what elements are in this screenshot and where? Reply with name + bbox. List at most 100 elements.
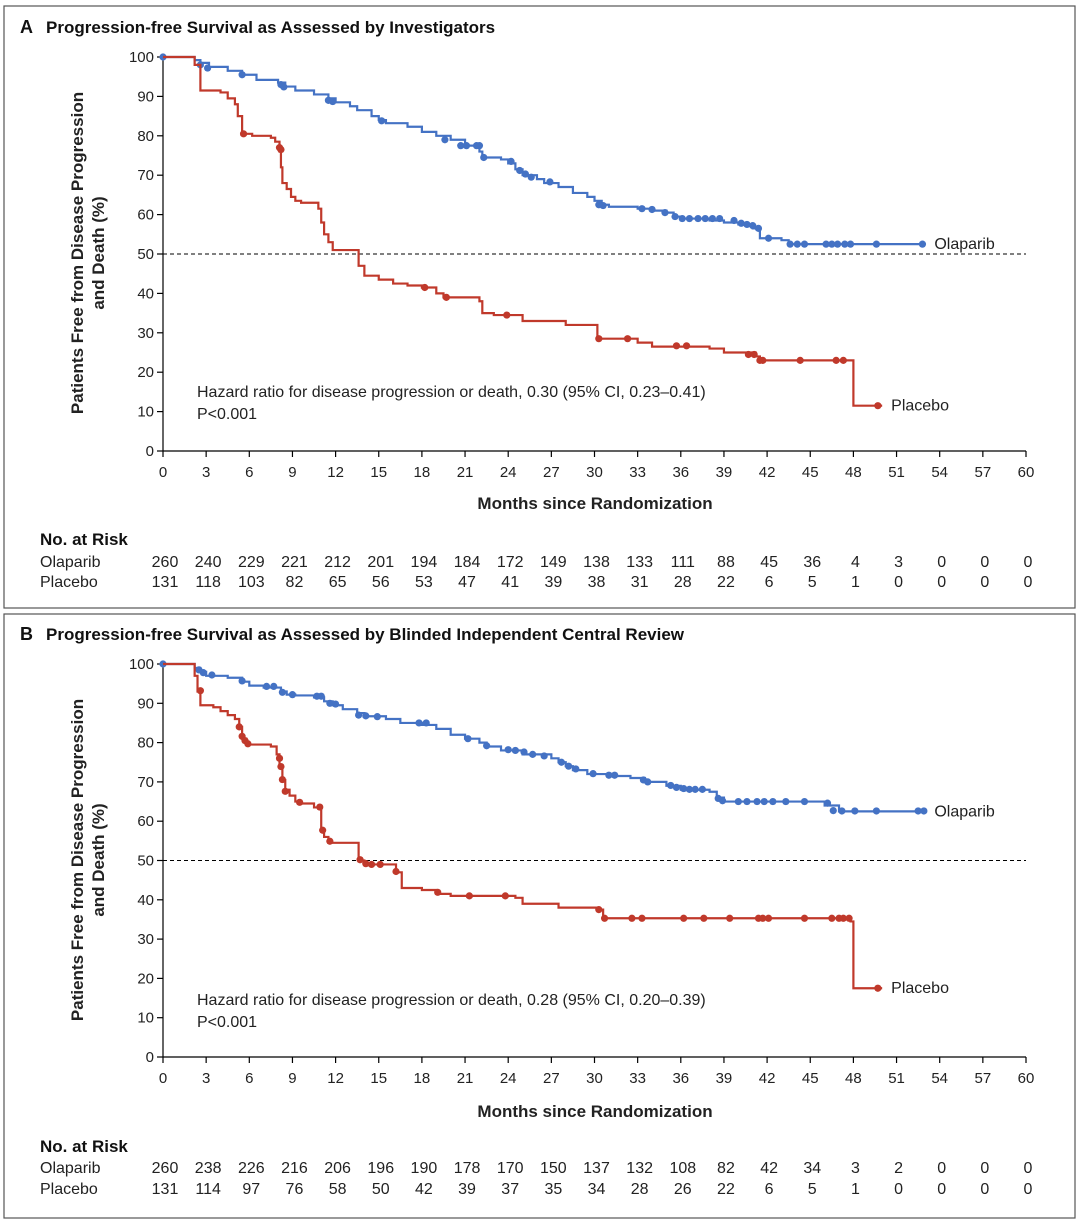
panel-a-y-tick-label: 20	[137, 364, 154, 381]
panel-a-placebo-censor-mark	[239, 130, 248, 138]
panel-a-olaparib-censor-mark	[599, 201, 607, 210]
panel-b-olaparib-censor-mark	[734, 797, 742, 806]
panel-b-risk-olaparib-value: 196	[367, 1160, 394, 1177]
panel-b-olaparib-censor-mark	[605, 771, 613, 779]
panel-a-risk-olaparib-value: 133	[626, 554, 653, 571]
panel-b-y-tick-label: 0	[146, 1049, 154, 1066]
panel-b-x-tick-label: 18	[414, 1070, 431, 1087]
panel-b-olaparib-censor-mark	[851, 807, 859, 815]
panel-b-risk-olaparib-value: 238	[195, 1160, 222, 1177]
panel-b-x-tick-label: 33	[629, 1070, 646, 1087]
panel-a-olaparib-censor-mark	[648, 205, 656, 214]
panel-a-olaparib-censor-mark	[793, 240, 801, 248]
panel-b-olaparib-label: Olaparib	[934, 803, 995, 820]
panel-b-placebo-censor-mark	[362, 860, 370, 868]
panel-b-risk-placebo-value: 22	[717, 1181, 735, 1198]
panel-a-olaparib-censor-mark	[694, 214, 702, 223]
panel-b-olaparib-censor-mark	[464, 735, 472, 743]
panel-a-x-tick-label: 27	[543, 464, 560, 481]
panel-a-risk-olaparib-value: 0	[980, 554, 989, 571]
panel-b-x-tick-label: 54	[931, 1070, 948, 1087]
panel-b-x-tick-label: 12	[327, 1070, 344, 1087]
panel-b-y-tick-label: 80	[137, 735, 154, 752]
panel-a-placebo-censor-mark	[623, 335, 632, 343]
panel-a-x-tick-label: 51	[888, 464, 905, 481]
panel-b-olaparib-censor-mark	[511, 746, 519, 755]
panel-a-olaparib-censor-mark	[507, 157, 515, 166]
panel-b-risk-title: No. at Risk	[40, 1137, 128, 1156]
panel-b-risk-olaparib-value: 190	[411, 1160, 438, 1177]
panel-b-y-tick-label: 40	[137, 892, 154, 909]
panel-b-risk-placebo-value: 0	[894, 1181, 903, 1198]
panel-b-olaparib-censor-mark	[373, 713, 381, 721]
panel-a-risk-olaparib-value: 0	[937, 554, 946, 571]
panel-a-x-tick-label: 9	[288, 464, 296, 481]
panel-b-placebo-censor-mark	[316, 803, 324, 811]
panel-b-olaparib-censor-mark	[520, 748, 528, 756]
panel-a-risk-olaparib-value: 240	[195, 554, 222, 571]
panel-a-olaparib-censor-mark	[462, 142, 471, 150]
panel-a-risk-placebo-value: 131	[152, 574, 179, 591]
panel-a-y-tick-label: 90	[137, 88, 154, 105]
panel-b-risk-olaparib-value: 0	[1024, 1160, 1033, 1177]
panel-a-risk-olaparib-value: 221	[281, 554, 308, 571]
panel-a-olaparib-censor-mark	[661, 209, 669, 217]
panel-b-olaparib-censor-mark	[278, 688, 286, 696]
panel-b-risk-olaparib-value: 206	[324, 1160, 351, 1177]
panel-b-risk-placebo-value: 42	[415, 1181, 433, 1198]
panel-b-risk-olaparib-value: 226	[238, 1160, 265, 1177]
panel-b-olaparib-censor-mark	[691, 785, 699, 793]
panel-b-olaparib-censor-mark	[872, 807, 881, 815]
panel-a-placebo-censor-mark	[744, 350, 753, 359]
panel-b-placebo-censor-mark	[465, 892, 473, 900]
panel-a-risk-olaparib-value: 172	[497, 554, 524, 571]
panel-b-y-tick-label: 100	[129, 656, 154, 673]
panel-b-olaparib-censor-mark	[208, 671, 216, 679]
panel-a-risk-placebo-value: 82	[286, 574, 304, 591]
panel-a-risk-olaparib-value: 194	[411, 554, 438, 571]
panel-b-hazard-ratio: Hazard ratio for disease progression or …	[197, 992, 706, 1009]
panel-a-olaparib-censor-mark	[730, 216, 738, 225]
panel-a-placebo-censor-mark	[874, 402, 882, 410]
panel-a-risk-olaparib-value: 4	[851, 554, 860, 571]
panel-b-placebo-censor-mark	[319, 826, 327, 834]
panel-b-olaparib-censor-mark	[540, 752, 548, 760]
panel-b-risk-olaparib-value: 170	[497, 1160, 524, 1177]
panel-b-olaparib-censor-mark	[800, 797, 809, 806]
panel-b-olaparib-censor-mark	[782, 797, 790, 806]
panel-b-risk-row-label-olaparib: Olaparib	[40, 1160, 101, 1177]
panel-a-olaparib-censor-mark	[441, 136, 449, 144]
panel-b-placebo-censor-mark	[356, 856, 364, 864]
panel-b-risk-olaparib-value: 132	[626, 1160, 653, 1177]
panel-a-x-tick-label: 42	[759, 464, 776, 481]
panel-b-risk-placebo-value: 0	[1024, 1181, 1033, 1198]
panel-a-risk-placebo-value: 118	[195, 574, 221, 591]
panel-a-olaparib-censor-mark	[828, 240, 836, 248]
panel-a-risk-olaparib-value: 0	[1024, 554, 1033, 571]
panel-a-placebo-censor-mark	[839, 356, 847, 364]
panel-b-y-axis-label-line1: Patients Free from Disease Progression	[68, 699, 87, 1021]
panel-a-olaparib-censor-mark	[521, 170, 530, 178]
panel-b-placebo-censor-mark	[278, 775, 286, 784]
panel-b-placebo-censor-mark	[376, 860, 384, 869]
panel-b-placebo-censor-mark	[680, 914, 688, 922]
panel-b-frame	[3, 613, 1076, 1219]
panel-b-risk-placebo-value: 5	[808, 1181, 817, 1198]
panel-a-placebo-label: Placebo	[891, 398, 949, 415]
panel-b-olaparib-censor-mark	[504, 746, 512, 754]
panel-a-x-tick-label: 24	[500, 464, 517, 481]
panel-b-x-tick-label: 51	[888, 1070, 905, 1087]
panel-b-olaparib-censor-mark	[557, 758, 566, 766]
panel-b-x-tick-label: 9	[288, 1070, 296, 1087]
panel-a-x-tick-label: 15	[370, 464, 387, 481]
panel-a-frame	[3, 5, 1076, 609]
panel-a-x-axis-label: Months since Randomization	[477, 494, 712, 513]
panel-b-risk-placebo-value: 114	[195, 1181, 221, 1198]
panel-b-risk-placebo-value: 58	[329, 1181, 347, 1198]
panel-a-y-tick-label: 10	[137, 404, 154, 421]
panel-a-letter: A	[20, 17, 33, 37]
panel-b-placebo-censor-mark	[839, 914, 847, 922]
panel-b-olaparib-censor-mark	[667, 781, 675, 790]
panel-b-risk-placebo-value: 50	[372, 1181, 390, 1198]
